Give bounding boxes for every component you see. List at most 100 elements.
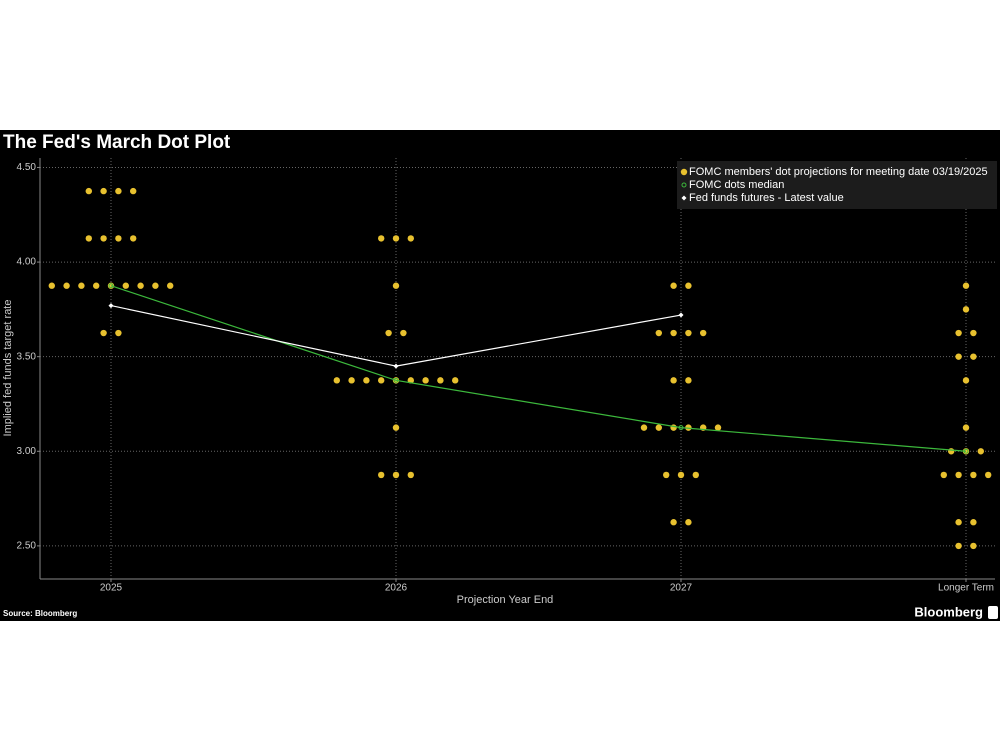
y-tick-label: 3.00 [17,446,37,457]
dot [962,424,970,431]
dot [655,424,662,431]
median-point [678,425,684,431]
dot [685,424,692,431]
dot [670,377,677,384]
dot [962,377,970,384]
dot [407,471,414,479]
y-tick-label: 4.00 [17,257,37,268]
legend-label: FOMC dots median [689,179,784,191]
dot [378,235,385,242]
dot [363,377,370,384]
dot [977,448,984,455]
dot [130,187,137,195]
dot [392,235,400,242]
dot [100,235,107,242]
legend-label: Fed funds futures - Latest value [689,192,844,204]
dot [115,329,122,337]
legend-box [677,161,997,209]
y-tick-label: 4.50 [17,162,37,173]
legend-marker [681,195,687,201]
dot [348,377,355,384]
x-tick-label: 2026 [385,583,408,594]
dot [85,187,93,195]
dot [685,282,692,289]
dot [970,329,977,337]
legend-label: FOMC members' dot projections for meetin… [689,166,988,178]
dot [378,377,385,384]
dot [385,329,392,337]
brand-logo: Bloomberg [914,604,983,619]
dot [970,519,977,526]
dot [670,424,677,431]
dot [670,329,677,337]
dot [714,424,722,431]
dot [392,424,400,431]
chart-background [0,130,1000,621]
legend-marker [681,182,687,188]
x-tick-label: 2027 [670,583,693,594]
futures-point [108,303,114,309]
y-tick-label: 2.50 [17,541,37,552]
dot [670,519,677,526]
dot [167,282,174,289]
dot [122,282,129,289]
dot [392,282,400,289]
median-point [963,448,969,454]
y-axis-label: Implied fed funds target rate [2,300,14,437]
dot [955,353,962,360]
dot [955,471,962,479]
x-tick-label: Longer Term [938,583,994,594]
dot [985,471,992,479]
dot [955,542,962,550]
dot [48,282,55,289]
dot [692,471,699,479]
dot [85,235,93,242]
x-tick-label: 2025 [100,583,123,594]
dot [407,235,414,242]
dot [115,235,122,242]
source: Source: Bloomberg [3,609,77,618]
chart-title: The Fed's March Dot Plot [3,132,231,153]
dot [948,448,955,455]
dot [962,282,970,289]
dot [700,329,707,337]
dot [955,519,962,526]
dot [670,282,677,289]
futures-point [393,363,399,369]
dot [677,471,685,479]
series-line [110,285,967,452]
dot [392,471,400,479]
dot [655,329,662,337]
dot [962,306,970,313]
median-point [393,377,399,383]
dot [378,471,385,479]
dot [115,187,122,195]
dot [685,519,692,526]
dot [640,424,648,431]
dot [685,329,692,337]
y-tick-label: 3.50 [17,351,37,362]
dot [152,282,159,289]
dot [78,282,85,289]
dot [400,329,407,337]
dot [130,235,137,242]
dot [970,542,977,550]
dot [63,282,70,289]
dot [955,329,962,337]
dot [663,471,670,479]
brand-icon [988,606,998,619]
dot [93,282,100,289]
futures-point [678,312,684,318]
dot [685,377,692,384]
dot [422,377,429,384]
dot [940,471,947,479]
median-point [108,283,114,289]
dot [100,187,107,195]
x-axis-label: Projection Year End [457,594,554,606]
dot [333,377,340,384]
dot [137,282,144,289]
dot [452,377,459,384]
legend-marker [680,168,688,176]
